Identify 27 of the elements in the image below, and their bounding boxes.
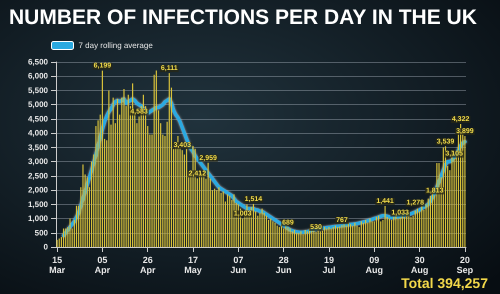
y-tick-label: 5,000: [28, 100, 49, 110]
y-tick-label: 2,000: [28, 186, 49, 195]
x-tick-label: 05 Apr: [94, 255, 111, 275]
y-tick-label: 500: [34, 228, 49, 238]
text: Total 394,257: [401, 275, 488, 291]
y-tick-label: 1,500: [28, 200, 49, 209]
y-tick-label: 5,500: [28, 86, 49, 95]
x-tick-label: 15 Mar: [49, 255, 66, 275]
y-tick-label: 6,500: [28, 58, 49, 66]
x-tick-label: 26 Apr: [140, 255, 156, 275]
y-tick-label: 2,500: [28, 171, 49, 180]
y-tick-label: 3,500: [28, 142, 49, 152]
x-tick-label: 20 Sep: [456, 255, 474, 275]
y-tick-label: 0: [44, 242, 49, 252]
x-tick-label: 17 May: [184, 255, 202, 275]
x-tick-label: 09 Aug: [366, 255, 384, 275]
y-tick-label: 6,000: [28, 72, 49, 81]
legend-label: 7 day rolling average: [78, 41, 154, 50]
x-tick-label: 07 Jun: [230, 255, 246, 275]
y-tick-label: 4,500: [28, 114, 49, 124]
x-tick-label: 30 Aug: [410, 255, 428, 275]
x-tick-label: 28 Jun: [276, 255, 292, 275]
y-tick-label: 3,000: [28, 157, 49, 166]
y-tick-label: 4,000: [28, 128, 49, 138]
y-tick-label: 1,000: [28, 214, 49, 224]
x-tick-label: 19 Jul: [322, 255, 336, 275]
chart-title: NUMBER OF INFECTIONS PER DAY IN THE UK: [9, 6, 477, 29]
